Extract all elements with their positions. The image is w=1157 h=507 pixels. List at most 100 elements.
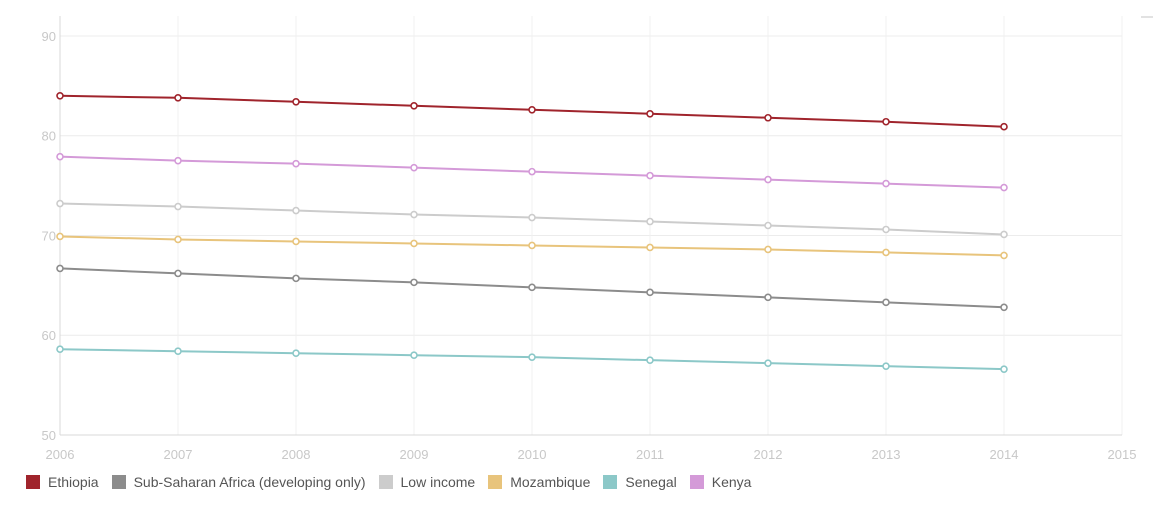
data-point: [174, 202, 182, 211]
data-point: [882, 179, 890, 188]
data-point: [174, 156, 182, 165]
legend-item[interactable]: Ethiopia: [26, 474, 99, 490]
x-tick-label: 2010: [518, 447, 547, 462]
data-point: [1000, 303, 1008, 312]
legend-label: Senegal: [625, 474, 677, 490]
data-point: [528, 167, 536, 176]
data-point: [764, 293, 772, 302]
legend-item[interactable]: Kenya: [689, 474, 752, 490]
data-point: [882, 298, 890, 307]
data-point: [410, 351, 418, 359]
legend-item[interactable]: Low income: [378, 474, 476, 490]
legend-swatch: [111, 475, 126, 489]
legend-label: Mozambique: [510, 474, 591, 490]
data-point: [410, 101, 418, 110]
legend-swatch: [689, 475, 704, 489]
data-point: [764, 113, 772, 122]
series-lines: [56, 92, 1008, 373]
y-tick-label: 50: [42, 428, 56, 443]
data-point: [410, 210, 418, 219]
x-tick-label: 2012: [754, 447, 783, 462]
data-point: [410, 278, 418, 287]
x-tick-label: 2006: [46, 447, 75, 462]
data-point: [646, 171, 654, 180]
x-tick-label: 2007: [164, 447, 193, 462]
data-point: [528, 213, 536, 222]
data-point: [174, 235, 182, 244]
legend-item[interactable]: Senegal: [603, 474, 677, 490]
data-point: [528, 241, 536, 250]
legend-swatch: [26, 475, 40, 489]
x-tick-label: 2015: [1108, 447, 1137, 462]
series-3: [56, 232, 1008, 260]
data-point: [764, 175, 772, 184]
legend-item[interactable]: Sub-Saharan Africa (developing only): [111, 474, 366, 490]
data-point: [528, 105, 536, 114]
legend-swatch: [488, 475, 503, 489]
legend-label: Ethiopia: [48, 474, 99, 490]
series-1: [56, 264, 1008, 312]
data-point: [646, 356, 654, 364]
x-tick-label: 2011: [636, 447, 664, 462]
data-point: [56, 232, 64, 241]
data-point: [882, 225, 890, 234]
y-tick-label: 70: [42, 228, 56, 243]
data-point: [410, 239, 418, 248]
data-point: [882, 362, 890, 370]
x-tick-label: 2013: [872, 447, 901, 462]
x-tick-label: 2009: [400, 447, 429, 462]
x-tick-label: 2014: [990, 447, 1019, 462]
tick-labels: 50 60 70 80 90 2006 2007 2008 2009 2010 2011 2012 20…: [42, 29, 1137, 462]
legend-label: Sub-Saharan Africa (developing only): [133, 474, 366, 490]
data-point: [56, 152, 64, 161]
data-point: [292, 349, 300, 357]
legend-item[interactable]: Mozambique: [488, 474, 590, 490]
series-0: [56, 92, 1008, 131]
data-point: [1000, 122, 1008, 131]
axes: [59, 16, 1122, 436]
data-point: [764, 359, 772, 367]
legend-label: Low income: [400, 474, 476, 490]
series-5: [56, 152, 1008, 192]
data-point: [174, 269, 182, 278]
series-2: [56, 199, 1008, 239]
data-point: [292, 159, 300, 168]
legend-label: Kenya: [711, 474, 752, 490]
corner-mark: [1141, 16, 1153, 18]
data-point: [292, 237, 300, 246]
grid: [59, 16, 1123, 436]
data-point: [528, 353, 536, 361]
data-point: [882, 117, 890, 126]
legend: Ethiopia Sub-Saharan Africa (developing o…: [26, 474, 764, 490]
data-point: [174, 94, 182, 102]
series-4: [56, 345, 1008, 373]
legend-swatch: [603, 475, 618, 489]
legend-swatch: [378, 475, 393, 489]
data-point: [56, 345, 64, 354]
data-point: [1000, 230, 1008, 239]
data-point: [646, 288, 654, 297]
y-tick-label: 90: [42, 29, 56, 44]
data-point: [646, 243, 654, 252]
data-point: [1000, 251, 1008, 260]
data-point: [56, 199, 64, 208]
data-point: [56, 92, 64, 100]
data-point: [292, 274, 300, 283]
y-tick-label: 60: [42, 328, 56, 343]
data-point: [764, 245, 772, 254]
y-tick-label: 80: [42, 129, 56, 144]
data-point: [56, 264, 64, 273]
data-point: [292, 97, 300, 106]
data-point: [882, 248, 890, 257]
data-point: [1000, 183, 1008, 192]
data-point: [764, 221, 772, 230]
data-point: [292, 206, 300, 215]
data-point: [528, 283, 536, 292]
data-point: [1000, 365, 1008, 373]
data-point: [174, 347, 182, 356]
data-point: [410, 163, 418, 172]
data-point: [646, 109, 654, 118]
data-point: [646, 217, 654, 226]
x-tick-label: 2008: [282, 447, 311, 462]
